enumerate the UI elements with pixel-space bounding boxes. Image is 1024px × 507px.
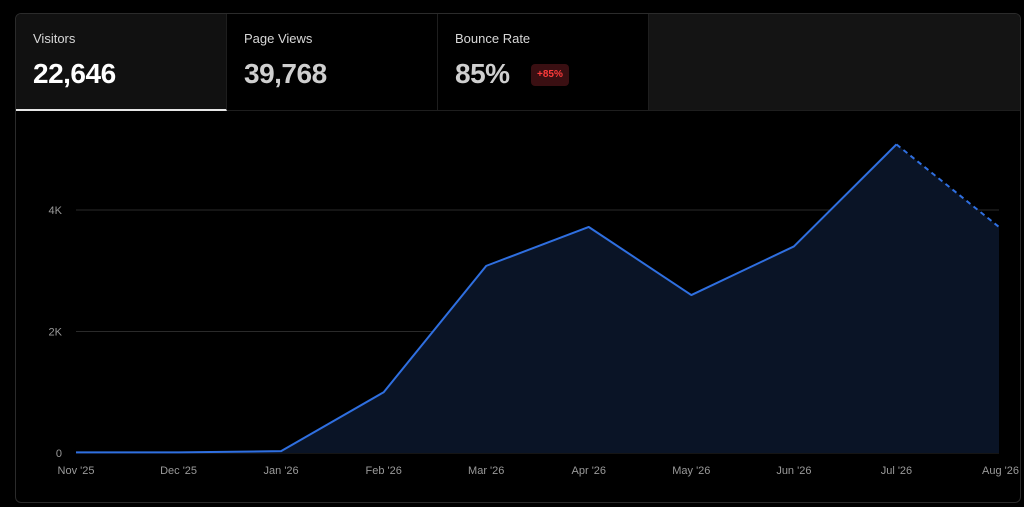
tab-bounce-rate-value: 85% [455,58,510,89]
data-point [382,390,386,394]
x-tick-label: Jul '26 [881,465,912,477]
tab-page-views[interactable]: Page Views 39,768 [227,14,438,111]
x-tick-label: Mar '26 [468,465,504,477]
tab-page-views-value: 39,768 [244,58,327,89]
data-point [279,449,283,453]
y-tick-label: 4K [49,205,63,217]
x-tick-label: Nov '25 [58,465,95,477]
data-point [894,142,898,146]
x-tick-label: Dec '25 [160,465,197,477]
tabs-empty-area [649,14,1020,111]
visitors-line-chart: 0 2K 4K Nov '25 Dec '25 Jan '26 Feb '26 Mar '26… [49,142,1019,477]
data-point [792,244,796,248]
data-point [484,264,488,268]
tab-bounce-rate[interactable]: Bounce Rate 85% +85% [438,14,649,111]
data-point [997,225,1001,229]
y-tick-label: 0 [56,448,62,460]
x-tick-label: Jun '26 [776,465,811,477]
data-point [177,450,181,454]
data-point [587,225,591,229]
metric-tabs: Visitors 22,646 Page Views 39,768 Bounce… [16,14,1020,111]
series-line-projected [895,143,1000,228]
x-tick-label: Aug '26 [982,465,1019,477]
tab-bounce-rate-label: Bounce Rate [455,31,531,46]
tab-visitors-value: 22,646 [33,58,116,89]
chart-area: 0 2K 4K Nov '25 Dec '25 Jan '26 Feb '26 Mar '26… [16,111,1020,502]
bounce-rate-change-badge: +85% [531,64,569,86]
y-tick-label: 2K [49,326,63,338]
x-tick-label: May '26 [672,465,710,477]
series-area [76,144,999,454]
data-point [689,293,693,297]
tab-page-views-label: Page Views [244,31,313,46]
tab-visitors-label: Visitors [33,31,76,46]
x-tick-label: Apr '26 [572,465,607,477]
analytics-card: Visitors 22,646 Page Views 39,768 Bounce… [15,13,1021,503]
tab-visitors[interactable]: Visitors 22,646 [16,14,227,111]
x-tick-label: Jan '26 [264,465,299,477]
series-line [76,143,898,454]
x-tick-label: Feb '26 [365,465,401,477]
data-point [74,450,78,454]
